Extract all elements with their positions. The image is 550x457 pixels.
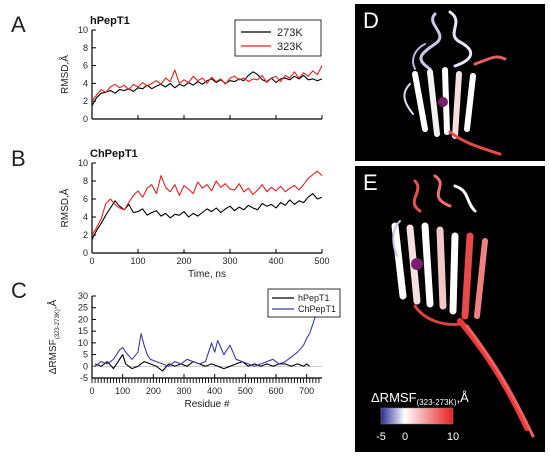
x-tick-label: 500 (314, 256, 329, 266)
chart-title: hPepT1 (90, 15, 130, 27)
series-line-hPepT1 (94, 354, 311, 372)
y-tick-label: 20 (78, 314, 88, 324)
y-tick-label: 5 (83, 350, 88, 360)
series-line-273K (91, 193, 323, 240)
x-tick-label: 100 (115, 386, 130, 396)
y-tick-label: 4 (83, 212, 88, 222)
legend-box (267, 288, 341, 318)
y-tick-label: 0 (83, 361, 88, 371)
colorbar (380, 407, 454, 425)
x-tick-label: 500 (238, 386, 253, 396)
y-axis-label: RMSD,Å (58, 188, 71, 227)
protein-structure-d (403, 10, 507, 156)
y-tick-label: 10 (78, 25, 88, 35)
colorbar-tick-label: 0 (402, 431, 408, 443)
x-tick-label: 400 (207, 386, 222, 396)
y-axis-label-main: ΔRMSF (48, 339, 59, 374)
colorbar-tick-label: -5 (376, 431, 386, 443)
y-tick-label: 8 (83, 43, 88, 53)
legend-label: 323K (277, 41, 303, 53)
y-tick-label: -5 (80, 373, 88, 383)
x-tick-label: 0 (89, 386, 94, 396)
y-tick-label: 0 (83, 248, 88, 258)
x-tick-label: 300 (222, 256, 237, 266)
structure-panel-d: D (355, 4, 545, 161)
y-axis-label: RMSD,Å (58, 55, 71, 94)
x-tick-label: 200 (146, 386, 161, 396)
panel-letter-c: C (11, 278, 27, 303)
structure-panel-e: E ΔRMSF(323-273K),Å (355, 166, 545, 452)
x-tick-label: 400 (268, 256, 283, 266)
panel-letter-a: A (11, 12, 26, 37)
colorbar-label: ΔRMSF(323-273K),Å (371, 390, 469, 407)
x-tick-label: 700 (299, 386, 314, 396)
series-line-323K (91, 170, 323, 236)
y-tick-label: 2 (83, 230, 88, 240)
x-axis-label: Residue # (184, 399, 229, 410)
y-tick-label: 10 (78, 338, 88, 348)
legend-box (234, 19, 322, 57)
panel-letter-e: E (363, 170, 378, 195)
x-tick-label: 200 (176, 256, 191, 266)
legend-label: hPepT1 (298, 293, 330, 303)
y-tick-label: 0 (83, 114, 88, 124)
x-tick-label: 600 (268, 386, 283, 396)
panel-letter-b: B (11, 146, 26, 171)
legend-label: 273K (277, 27, 303, 39)
x-axis-label: Time, ns (188, 269, 226, 280)
y-tick-label: 8 (83, 176, 88, 186)
series-line-ChPepT1 (94, 314, 317, 367)
y-axis-label-tail: ,Å (46, 299, 59, 309)
y-tick-label: 4 (83, 78, 88, 88)
colorbar-tick-label: 10 (447, 431, 459, 443)
chart-title: ChPepT1 (90, 148, 138, 160)
y-tick-label: 6 (83, 194, 88, 204)
x-tick-label: 100 (130, 256, 145, 266)
y-tick-label: 30 (78, 291, 88, 301)
y-axis-label-sub: (323-273K) (55, 309, 61, 339)
x-tick-label: 300 (176, 386, 191, 396)
panel-letter-d: D (363, 8, 379, 33)
protein-structure-e: ΔRMSF(323-273K),Å -5 0 10 (371, 174, 535, 443)
y-tick-label: 2 (83, 96, 88, 106)
y-tick-label: 15 (78, 326, 88, 336)
series-line-323K (91, 65, 323, 102)
legend-label: ChPepT1 (298, 304, 336, 314)
y-tick-label: 25 (78, 303, 88, 313)
x-tick-label: 0 (89, 256, 94, 266)
y-axis-label: ΔRMSF(323-273K),Å (46, 299, 61, 374)
y-tick-label: 6 (83, 61, 88, 71)
y-tick-label: 10 (78, 158, 88, 168)
